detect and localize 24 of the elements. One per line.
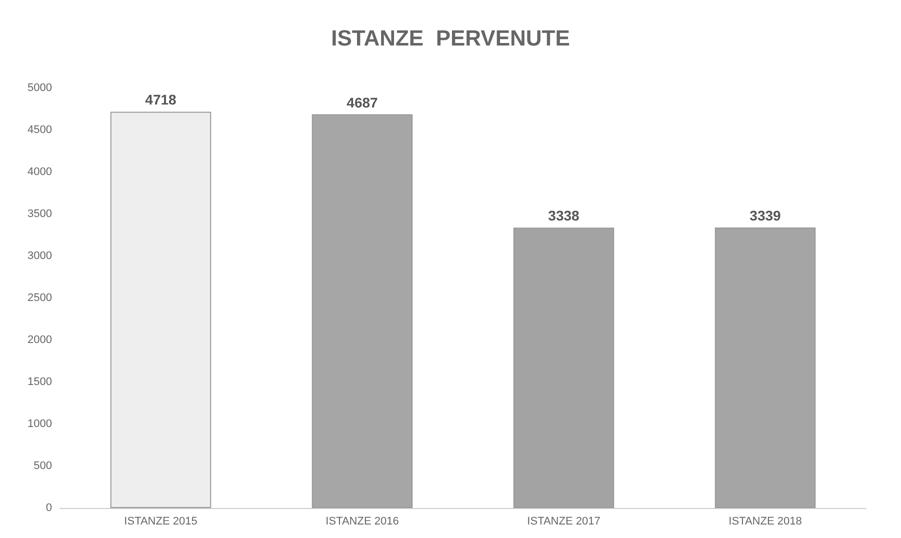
y-tick-label: 4000: [28, 166, 52, 178]
data-label: 4687: [346, 94, 378, 110]
y-tick-label: 2500: [28, 292, 52, 304]
bar: [110, 112, 212, 508]
y-tick-label: 3000: [28, 250, 52, 262]
y-tick-label: 0: [46, 502, 52, 514]
data-label: 3339: [750, 208, 782, 224]
bar: [714, 228, 816, 508]
bar: [513, 228, 614, 508]
chart-title: ISTANZE PERVENUTE: [331, 26, 570, 50]
x-tick-label: ISTANZE 2018: [728, 516, 802, 528]
x-tick-label: ISTANZE 2016: [326, 516, 399, 528]
y-tick-label: 4500: [28, 124, 52, 136]
y-tick-label: 1000: [28, 418, 52, 430]
y-tick-label: 2000: [28, 334, 52, 346]
y-tick-label: 500: [34, 460, 52, 472]
x-tick-label: ISTANZE 2015: [124, 516, 198, 528]
data-label: 3338: [548, 208, 580, 224]
y-tick-label: 1500: [28, 376, 52, 388]
y-tick-label: 5000: [28, 82, 52, 94]
y-tick-label: 3500: [28, 208, 52, 220]
bar: [312, 114, 413, 508]
x-tick-label: ISTANZE 2017: [527, 516, 600, 528]
data-label: 4718: [145, 92, 177, 108]
